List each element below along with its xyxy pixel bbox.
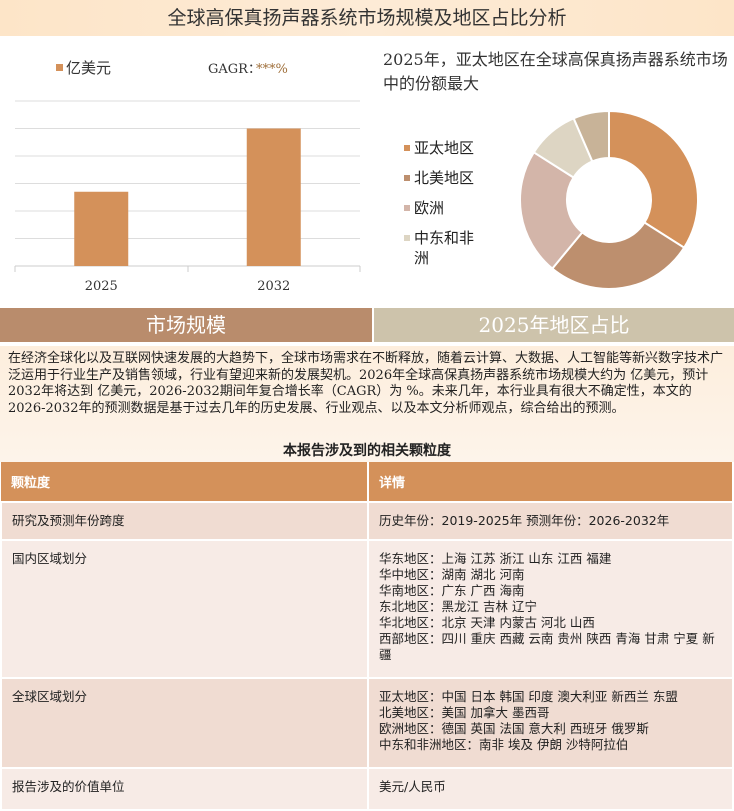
market-size-bar-chart: 亿美元 GAGR： ***% 2025 2032 [14,59,361,294]
donut-slice-北美地区 [550,221,686,290]
legend-item: 北美地区 [404,168,484,188]
table-row: 报告涉及的价值单位 美元/人民币 [0,767,734,811]
legend-label: 中东和非洲 [414,229,475,267]
header-granularity: 颗粒度 [1,462,369,502]
cell: 全球区域划分 [0,677,369,769]
table-title: 本报告涉及到的相关颗粒度 [283,443,451,459]
legend-swatch [404,145,410,151]
region-share-donut [519,109,699,290]
cell: 研究及预测年份跨度 [0,501,369,541]
legend-item: 欧洲 [404,198,484,218]
cell: 报告涉及的价值单位 [0,767,369,811]
bar-2032 [246,128,301,266]
bar-2025 [74,191,129,266]
legend-label: 欧洲 [414,199,445,217]
donut-slice-亚太地区 [608,109,699,250]
cell: 亚太地区：中国 日本 韩国 印度 澳大利亚 新西兰 东盟 北美地区：美国 加拿大… [367,677,734,769]
pie-legend: 亚太地区北美地区欧洲中东和非洲 [404,138,484,278]
legend-item: 中东和非洲 [404,228,484,268]
legend-label: 北美地区 [414,169,475,187]
table-row: 全球区域划分 亚太地区：中国 日本 韩国 印度 澳大利亚 新西兰 东盟 北美地区：… [0,677,734,769]
page-title: 全球高保真扬声器系统市场规模及地区占比分析 [0,0,734,36]
intro-text: 在经济全球化以及互联网快速发展的大趋势下，全球市场需求在不断释放，随着云计算、大… [0,346,734,462]
gagr-label: GAGR： [208,62,261,77]
granularity-table: 颗粒度 详情 研究及预测年份跨度 历史年份：2019-2025年 预测年份：2026… [0,462,734,811]
x-tick-label: 2025 [85,279,118,294]
header-details: 详情 [368,462,734,502]
gagr-value: ***% [256,62,288,77]
cell: 历史年份：2019-2025年 预测年份：2026-2032年 [367,501,734,541]
table-row: 国内区域划分 华东地区：上海 江苏 浙江 山东 江西 福建 华中地区：湖南 湖北 … [0,539,734,679]
pie-title: 2025年，亚太地区在全球高保真扬声器系统市场中的份额最大 [383,50,728,93]
legend-item: 亚太地区 [404,138,484,158]
legend-label: 亚太地区 [414,139,475,157]
legend-swatch [56,64,63,71]
legend-swatch [404,175,410,181]
cell: 国内区域划分 [0,539,369,679]
legend-label: 亿美元 [66,59,111,77]
legend-swatch [404,205,410,211]
cell: 美元/人民币 [367,767,734,811]
cell: 华东地区：上海 江苏 浙江 山东 江西 福建 华中地区：湖南 湖北 河南 华南地… [367,539,734,679]
x-tick-label: 2032 [257,279,290,294]
donut-slice-other [572,109,610,163]
legend-swatch [404,235,410,241]
tab-region-share[interactable]: 2025年地区占比 [374,308,734,342]
table-row: 研究及预测年份跨度 历史年份：2019-2025年 预测年份：2026-2032年 [0,501,734,541]
donut-slice-欧洲 [519,150,584,270]
tab-market-size[interactable]: 市场规模 [0,308,372,342]
